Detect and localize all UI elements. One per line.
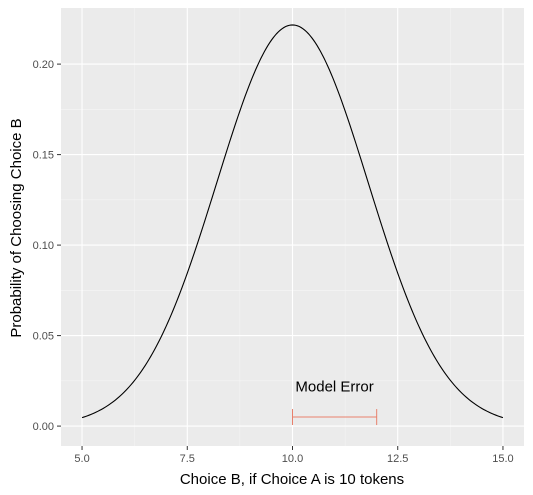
density-curve <box>81 24 504 419</box>
y-axis: 0.00 0.05 0.10 0.15 0.20 <box>33 59 61 433</box>
model-error-label: Model Error <box>295 379 373 396</box>
x-tick-label: 5.0 <box>74 453 89 465</box>
y-tick-label: 0.20 <box>33 59 54 71</box>
series-layer <box>81 24 504 419</box>
y-tick-label: 0.10 <box>33 240 54 252</box>
y-tick-label: 0.00 <box>33 421 54 433</box>
x-axis: 5.0 7.5 10.0 12.5 15.0 <box>74 446 514 465</box>
x-tick-label: 10.0 <box>282 453 303 465</box>
y-axis-title: Probability of Choosing Choice B <box>8 118 25 337</box>
x-tick-label: 15.0 <box>492 453 513 465</box>
annotation-layer: Model Error <box>292 379 378 426</box>
x-tick-label: 7.5 <box>180 453 195 465</box>
y-tick-label: 0.15 <box>33 150 54 162</box>
model-error-bar <box>292 409 378 426</box>
major-grid <box>61 8 524 446</box>
x-tick-label: 12.5 <box>387 453 408 465</box>
y-tick-label: 0.05 <box>33 331 54 343</box>
x-axis-title: Choice B, if Choice A is 10 tokens <box>180 471 404 488</box>
